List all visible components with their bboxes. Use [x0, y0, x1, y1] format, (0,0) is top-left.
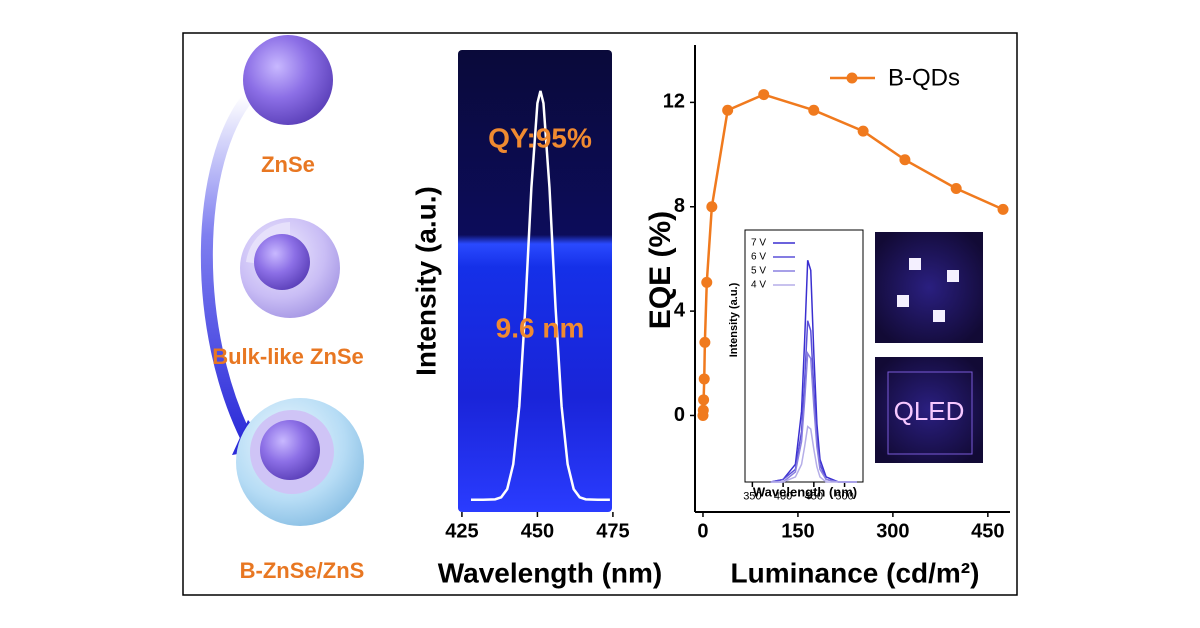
marker [997, 203, 1009, 215]
marker [697, 404, 709, 416]
marker [698, 373, 710, 385]
y-tick-label: 0 [674, 404, 685, 426]
legend-label: B-QDs [888, 64, 960, 91]
marker [808, 104, 820, 116]
x-tick-label: 450 [971, 520, 1004, 542]
y-axis-label: Intensity (a.u.) [410, 186, 441, 376]
x-tick-label: 450 [521, 520, 554, 542]
sphere-core [243, 35, 333, 125]
marker [722, 104, 734, 116]
y-tick-label: 8 [674, 195, 685, 217]
sphere-core [260, 420, 320, 480]
x-tick-label: 150 [781, 520, 814, 542]
label: ZnSe [261, 152, 315, 177]
marker [698, 394, 710, 406]
y-tick-label: 4 [674, 299, 686, 321]
x-tick-label: 475 [596, 520, 629, 542]
legend-label: 6 V [751, 252, 766, 263]
y-axis-label: Intensity (a.u.) [728, 282, 740, 357]
arrow [200, 91, 256, 448]
series-line [770, 351, 857, 483]
series-line [470, 90, 610, 501]
x-tick-label: 450 [805, 491, 823, 503]
marker [950, 182, 962, 194]
x-tick-label: 500 [835, 491, 853, 503]
marker [699, 336, 711, 348]
x-tick-label: 350 [743, 491, 761, 503]
sphere-core [254, 234, 310, 290]
device-photo [875, 357, 983, 463]
marker [701, 276, 713, 288]
series-line [770, 260, 857, 483]
x-tick-label: 400 [774, 491, 792, 503]
device-photo [875, 232, 983, 343]
y-tick-label: 12 [663, 91, 685, 113]
x-tick-label: 300 [876, 520, 909, 542]
marker [899, 154, 911, 166]
annotation: 9.6 nm [496, 312, 585, 343]
x-axis-label: Wavelength (nm) [438, 557, 663, 588]
y-axis-label: EQE (%) [644, 211, 677, 329]
device-text: QLED [894, 396, 965, 426]
label: Bulk-like ZnSe [212, 344, 364, 369]
frame [182, 32, 1018, 596]
legend-label: 4 V [751, 280, 766, 291]
legend-label: 5 V [751, 266, 766, 277]
marker [758, 89, 770, 101]
x-axis-label: Wavelength (nm) [753, 484, 857, 499]
x-tick-label: 0 [697, 520, 708, 542]
pixel [897, 295, 909, 307]
marker [706, 201, 718, 213]
pixel [947, 270, 959, 282]
x-tick-label: 425 [445, 520, 478, 542]
legend-marker [846, 72, 858, 84]
marker [857, 125, 869, 137]
series-line [770, 425, 857, 483]
annotation: QY:95% [488, 122, 592, 153]
vial-photo [458, 50, 612, 512]
legend-label: 7 V [751, 238, 766, 249]
device-outline [887, 371, 973, 455]
label: B-ZnSe/ZnS [240, 558, 365, 583]
pixel [933, 310, 945, 322]
pixel [909, 258, 921, 270]
x-axis-label: Luminance (cd/m²) [731, 557, 980, 588]
